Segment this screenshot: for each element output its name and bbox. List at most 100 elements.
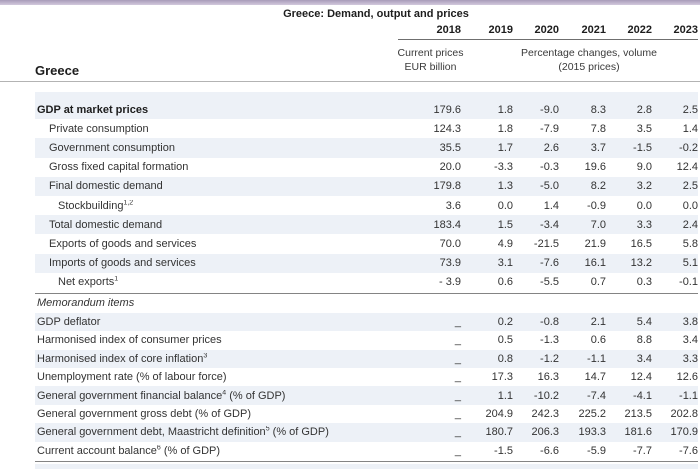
value-cell-2022: -1.5 — [633, 141, 652, 154]
value-cell-2020: -0.3 — [540, 161, 559, 174]
footnote-marker: 1,2 — [123, 199, 134, 206]
row-label: Total domestic demand — [35, 219, 401, 231]
row-label-text: General government debt, Maastricht defi… — [37, 426, 266, 439]
table-row: GDP deflator _ 0.2 -0.8 2.1 5.4 3.8 — [35, 312, 698, 332]
value-cell-2018: _ — [454, 408, 461, 421]
row-label-text: Final domestic demand — [49, 180, 163, 193]
row-label: GDP deflator — [35, 316, 401, 328]
value-cell-2022: 3.5 — [636, 122, 652, 135]
table-row: Harmonised index of core inflation3 _ 0.8 -… — [35, 349, 698, 369]
row-label-text: General government financial balance — [37, 389, 223, 402]
row-label: Harmonised index of consumer prices — [35, 334, 401, 346]
row-label: Imports of goods and services — [35, 257, 401, 269]
value-cell-2023: 2.5 — [682, 180, 698, 193]
value-cell-2018: - 3.9 — [438, 276, 461, 289]
value-cell-2020: -7.9 — [540, 122, 559, 135]
value-cell-2019: 4.9 — [497, 237, 513, 250]
row-label: General government debt, Maastricht defi… — [35, 426, 401, 438]
value-cell-2019: 1.8 — [497, 122, 513, 135]
value-cell-2022: 8.8 — [636, 334, 652, 347]
row-label-text: Imports of goods and services — [49, 257, 196, 270]
value-cell-2021: 14.7 — [584, 371, 606, 384]
current-prices-line2: EUR billion — [404, 61, 457, 73]
value-cell-2019: -1.5 — [494, 444, 513, 457]
row-label-suffix: (% of GDP) — [269, 426, 329, 439]
value-cell-2020: -10.2 — [533, 389, 559, 402]
value-cell-2019: 0.0 — [497, 199, 513, 212]
data-table: GDP at market prices 179.6 1.8 -9.0 8.3 2.8 2.… — [35, 100, 698, 469]
year-header-rule — [398, 39, 698, 40]
value-cell-2018: 124.3 — [433, 122, 461, 135]
value-cell-2021: 21.9 — [584, 237, 606, 250]
value-cell-2020: -1.3 — [540, 334, 559, 347]
value-cell-2018: 183.4 — [433, 218, 461, 231]
row-label: Government consumption — [35, 142, 401, 154]
value-cell-2023: 3.8 — [682, 316, 698, 329]
value-cell-2022: 3.2 — [636, 180, 652, 193]
row-label: Current account balance6 (% of GDP) — [35, 445, 401, 457]
value-cell-2023: 12.4 — [676, 161, 698, 174]
value-cell-2018: _ — [454, 371, 461, 384]
value-cell-2020: 1.4 — [543, 199, 559, 212]
value-cell-2023: -0.2 — [679, 141, 698, 154]
row-label-text: Net exports — [58, 276, 115, 289]
value-cell-2019: -3.3 — [494, 161, 513, 174]
value-cell-2021: 8.3 — [590, 103, 606, 116]
value-cell-2019: 1.3 — [497, 180, 513, 193]
value-cell-2023: -1.1 — [679, 389, 698, 402]
value-cell-2023: 202.8 — [670, 408, 698, 421]
year-header-2020: 2020 — [534, 24, 559, 36]
value-cell-2019: 17.3 — [491, 371, 513, 384]
value-cell-2023: -7.6 — [679, 444, 698, 457]
value-cell-2020: -9.0 — [540, 103, 559, 116]
value-cell-2018: _ — [454, 334, 461, 347]
table-row: General government gross debt (% of GDP)… — [35, 405, 698, 423]
table-row: Gross fixed capital formation 20.0 -3.3 -0.… — [35, 158, 698, 177]
value-cell-2021: 19.6 — [584, 161, 606, 174]
value-cell-2018: _ — [454, 389, 461, 402]
table-row: Private consumption 124.3 1.8 -7.9 7.8 3.5 1.4 — [35, 119, 698, 138]
value-cell-2018: _ — [454, 444, 461, 457]
row-label: Exports of goods and services — [35, 238, 401, 250]
row-label-text: Unemployment rate (% of labour force) — [37, 371, 227, 384]
value-cell-2023: 5.1 — [682, 257, 698, 270]
value-cell-2021: -1.1 — [587, 352, 606, 365]
value-cell-2023: 3.3 — [682, 352, 698, 365]
row-label-text: Current account balance — [37, 444, 157, 457]
value-cell-2020: -21.5 — [533, 237, 559, 250]
value-cell-2019: 1.7 — [497, 141, 513, 154]
top-spacer-strip — [35, 92, 698, 100]
value-cell-2021: 7.0 — [590, 218, 606, 231]
value-cell-2022: -4.1 — [633, 389, 652, 402]
row-label: Gross fixed capital formation — [35, 161, 401, 173]
value-cell-2021: 225.2 — [578, 408, 606, 421]
volume-unit-label: Percentage changes, volume (2015 prices) — [480, 46, 698, 74]
row-label: Private consumption — [35, 123, 401, 135]
value-cell-2020: 2.6 — [543, 141, 559, 154]
value-cell-2021: 8.2 — [590, 180, 606, 193]
value-cell-2022: 13.2 — [630, 257, 652, 270]
row-label-suffix: (% of GDP) — [160, 444, 221, 457]
value-cell-2022: 16.5 — [630, 237, 652, 250]
row-label-text: Gross fixed capital formation — [49, 161, 189, 174]
value-cell-2023: 12.6 — [676, 371, 698, 384]
row-label-text: Harmonised index of core inflation — [37, 352, 204, 365]
table-row: Unemployment rate (% of labour force) _ 17… — [35, 368, 698, 386]
value-cell-2021: 2.1 — [590, 316, 606, 329]
year-header-2022: 2022 — [627, 24, 652, 36]
year-header-row: 2018 2019 2020 2021 2022 2023 — [35, 24, 698, 36]
current-prices-line1: Current prices — [397, 47, 464, 59]
value-cell-2018: 20.0 — [439, 161, 461, 174]
footnote-marker: 6 — [156, 444, 161, 452]
row-label-text: GDP deflator — [37, 316, 101, 329]
year-header-2021: 2021 — [581, 24, 606, 36]
table-section: GDP deflator _ 0.2 -0.8 2.1 5.4 3.8 Harmonised … — [35, 312, 698, 460]
value-cell-2022: 181.6 — [624, 426, 652, 439]
header-divider — [0, 81, 700, 82]
value-cell-2019: 1.8 — [497, 103, 513, 116]
table-row: Total domestic demand 183.4 1.5 -3.4 7.0 3.3 2… — [35, 215, 698, 235]
value-cell-2021: 0.7 — [590, 276, 606, 289]
value-cell-2019: 0.6 — [497, 276, 513, 289]
value-cell-2022: 0.0 — [636, 199, 652, 212]
value-cell-2018: _ — [454, 426, 461, 439]
